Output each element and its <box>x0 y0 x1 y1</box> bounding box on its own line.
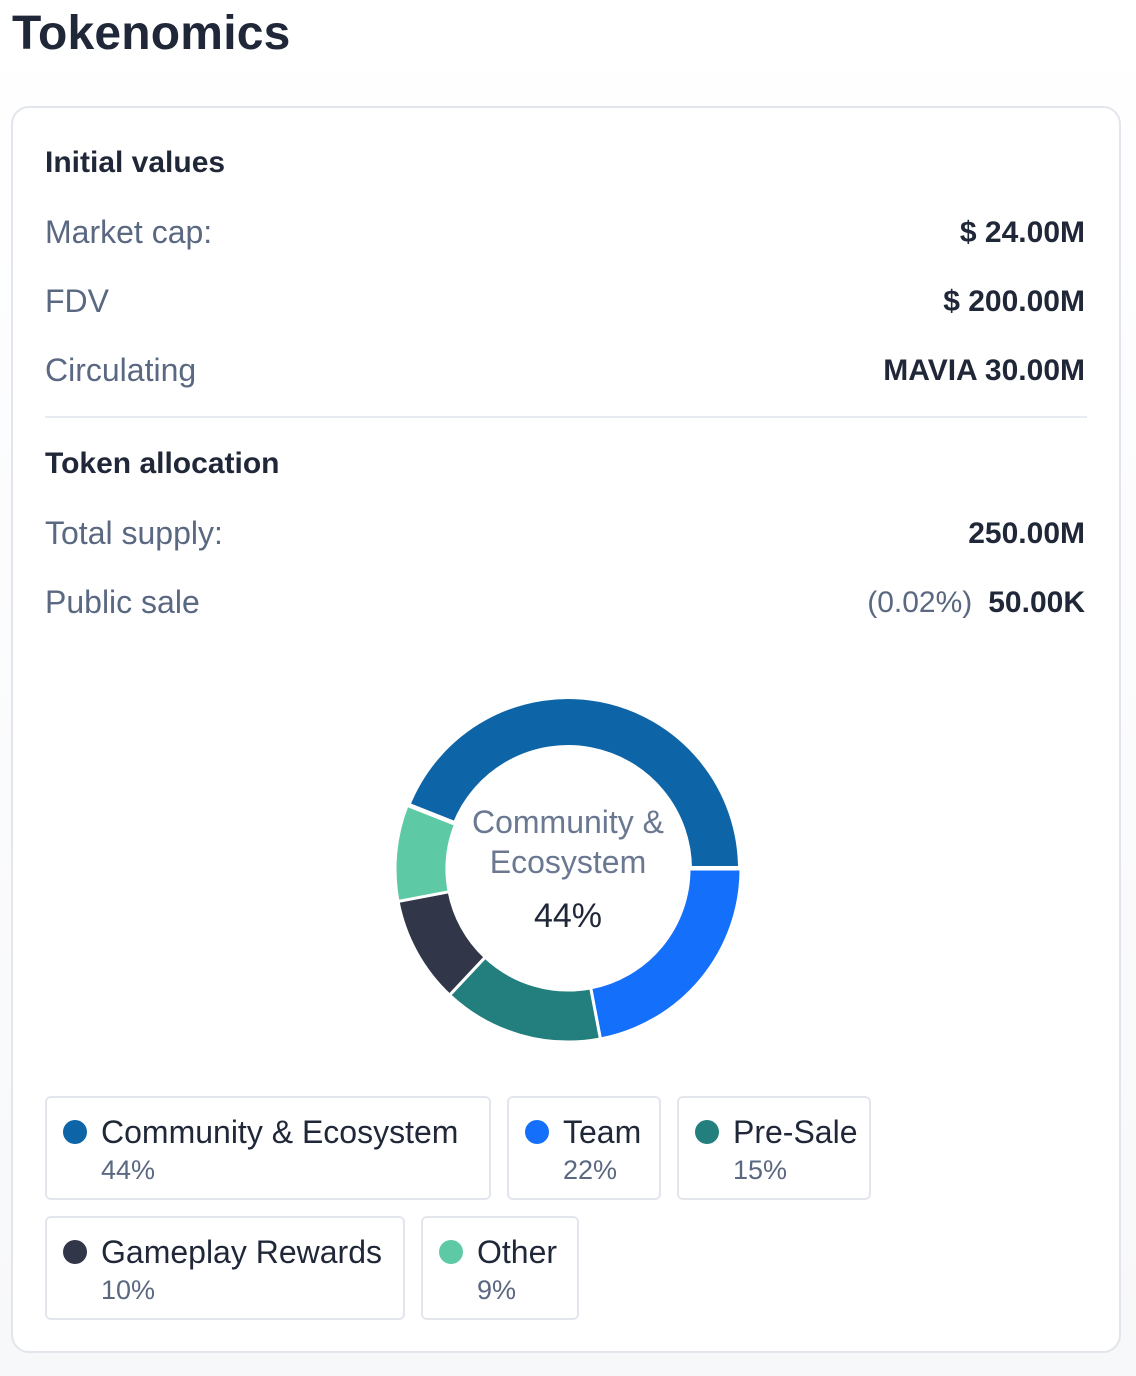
initial-values-heading: Initial values <box>45 146 226 179</box>
chart-legend: Community & Ecosystem 44% Team 22% Pre-S… <box>45 1096 1105 1336</box>
legend-dot <box>63 1240 87 1264</box>
circulating-value: MAVIA 30.00M <box>883 354 1085 387</box>
tokenomics-card: Initial values Market cap: $ 24.00M FDV … <box>11 106 1121 1353</box>
legend-percent: 10% <box>101 1275 156 1305</box>
legend-name: Pre-Sale <box>733 1114 858 1150</box>
donut-slice-other[interactable] <box>393 803 458 904</box>
legend-dot <box>63 1120 87 1144</box>
legend-name: Other <box>477 1234 558 1270</box>
legend-row: Community & Ecosystem 44% Team 22% Pre-S… <box>45 1096 1105 1200</box>
legend-percent: 15% <box>733 1155 788 1185</box>
legend-name: Team <box>563 1114 642 1150</box>
legend-percent: 22% <box>563 1155 618 1185</box>
allocation-donut-chart: Community & Ecosystem 44% <box>393 694 743 1044</box>
legend-row: Gameplay Rewards 10% Other 9% <box>45 1216 1105 1320</box>
legend-percent: 9% <box>477 1275 517 1305</box>
public-sale-amount: 50.00K <box>988 586 1085 619</box>
legend-dot <box>439 1240 463 1264</box>
legend-name: Gameplay Rewards <box>101 1234 382 1270</box>
market-cap-label: Market cap: <box>45 214 213 250</box>
donut-slice-team[interactable] <box>588 867 743 1041</box>
legend-item-team[interactable]: Team 22% <box>507 1096 661 1200</box>
fdv-value: $ 200.00M <box>943 285 1085 318</box>
total-supply-value: 250.00M <box>968 517 1085 550</box>
donut-slice-community-ecosystem[interactable] <box>403 694 743 872</box>
donut-center-label: Community & Ecosystem <box>471 804 665 880</box>
legend-item-pre-sale[interactable]: Pre-Sale 15% <box>677 1096 871 1200</box>
legend-dot <box>695 1120 719 1144</box>
section-divider <box>45 416 1087 418</box>
legend-name: Community & Ecosystem <box>101 1114 459 1150</box>
donut-svg <box>393 694 743 1044</box>
public-sale-percent: (0.02%) <box>867 586 973 619</box>
token-allocation-heading: Token allocation <box>45 447 280 480</box>
page-title: Tokenomics <box>12 7 291 60</box>
legend-item-community-ecosystem[interactable]: Community & Ecosystem 44% <box>45 1096 491 1200</box>
total-supply-label: Total supply: <box>45 515 223 551</box>
legend-item-other[interactable]: Other 9% <box>421 1216 579 1320</box>
legend-dot <box>525 1120 549 1144</box>
public-sale-label: Public sale <box>45 584 200 620</box>
legend-percent: 44% <box>101 1155 156 1185</box>
circulating-label: Circulating <box>45 352 197 388</box>
public-sale-value: (0.02%) 50.00K <box>867 586 1085 620</box>
market-cap-value: $ 24.00M <box>959 216 1085 249</box>
fdv-label: FDV <box>45 283 109 319</box>
legend-item-gameplay-rewards[interactable]: Gameplay Rewards 10% <box>45 1216 405 1320</box>
donut-center-value: 44% <box>533 897 603 935</box>
